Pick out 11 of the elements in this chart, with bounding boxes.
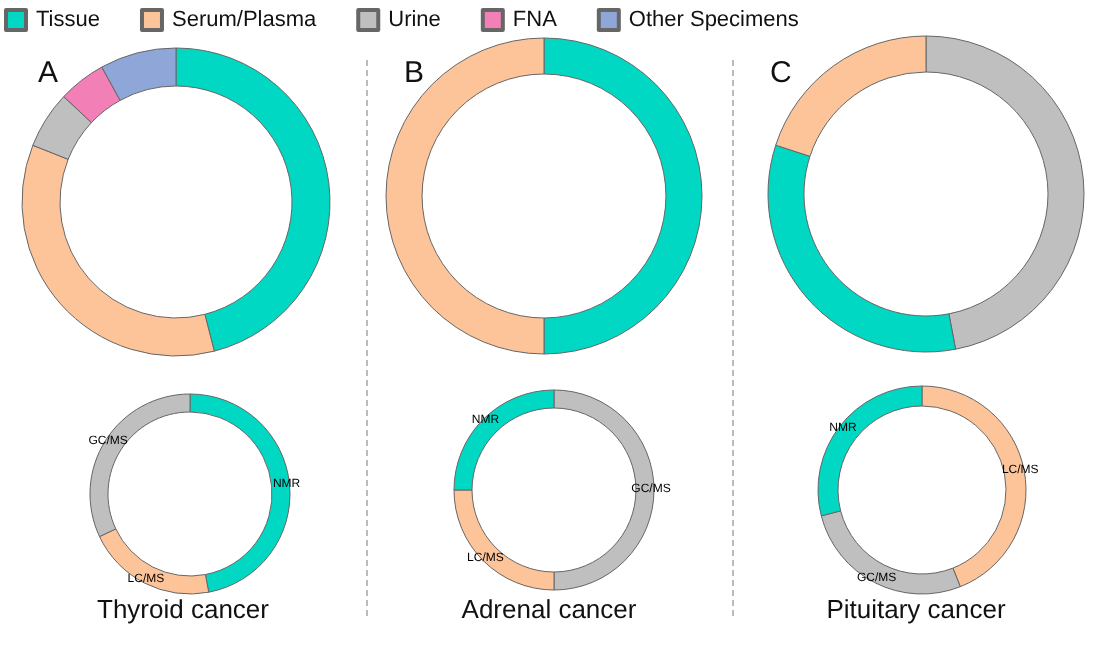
text: Pituitary cancer: [826, 594, 1007, 624]
legend-label: Tissue: [36, 8, 100, 32]
legend-label: Other Specimens: [628, 8, 800, 32]
text: Thyroid cancer: [97, 594, 271, 624]
legend-label: FNA: [512, 8, 559, 32]
text: C: [770, 56, 792, 90]
text: B: [404, 56, 425, 90]
legend-label: Urine: [388, 8, 441, 32]
legend-label: Serum/Plasma: [171, 8, 319, 32]
text: A: [38, 56, 59, 90]
text: Adrenal cancer: [461, 594, 638, 624]
